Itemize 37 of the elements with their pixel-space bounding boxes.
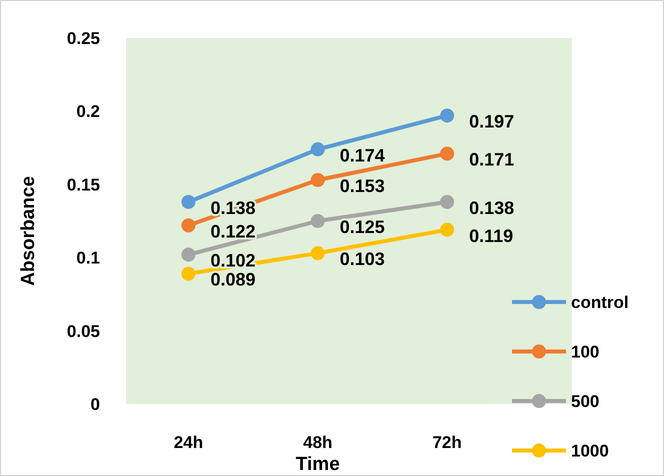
point [440,194,454,209]
y-tick-label: 0.25 [66,29,100,48]
x-tick-label: 24h [174,433,204,452]
point [181,194,196,209]
point [310,214,325,228]
legend-label: control [571,293,629,312]
point [310,173,325,188]
point [310,246,325,260]
point [440,146,454,161]
y-tick-label: 0.15 [66,175,100,194]
point [181,218,196,232]
data-label: 0.122 [210,221,256,242]
y-tick-label: 0.2 [76,102,100,122]
data-label: 0.125 [340,217,385,237]
data-label: 0.103 [340,249,385,270]
point [440,108,454,123]
data-label: 0.138 [469,198,514,218]
legend-label: 1000 [571,442,609,460]
y-tick-label: 0 [90,395,100,414]
legend-label: 500 [571,392,600,411]
point [440,222,454,237]
y-axis-title: Absorbance [18,176,39,286]
data-label: 0.171 [469,150,514,170]
y-tick-label: 0.1 [76,248,100,268]
x-tick-label: 48h [303,433,332,452]
x-axis-title: Time [296,454,340,475]
data-label: 0.119 [469,226,514,246]
data-label: 0.174 [340,145,385,166]
data-label: 0.089 [210,270,256,290]
legend-label: 100 [571,342,600,362]
x-tick-label: 72h [432,433,462,452]
point [181,266,196,281]
data-label: 0.197 [469,112,514,132]
data-label: 0.153 [340,176,385,196]
y-tick-label: 0.05 [66,322,100,341]
point [181,248,196,262]
point [310,142,325,156]
